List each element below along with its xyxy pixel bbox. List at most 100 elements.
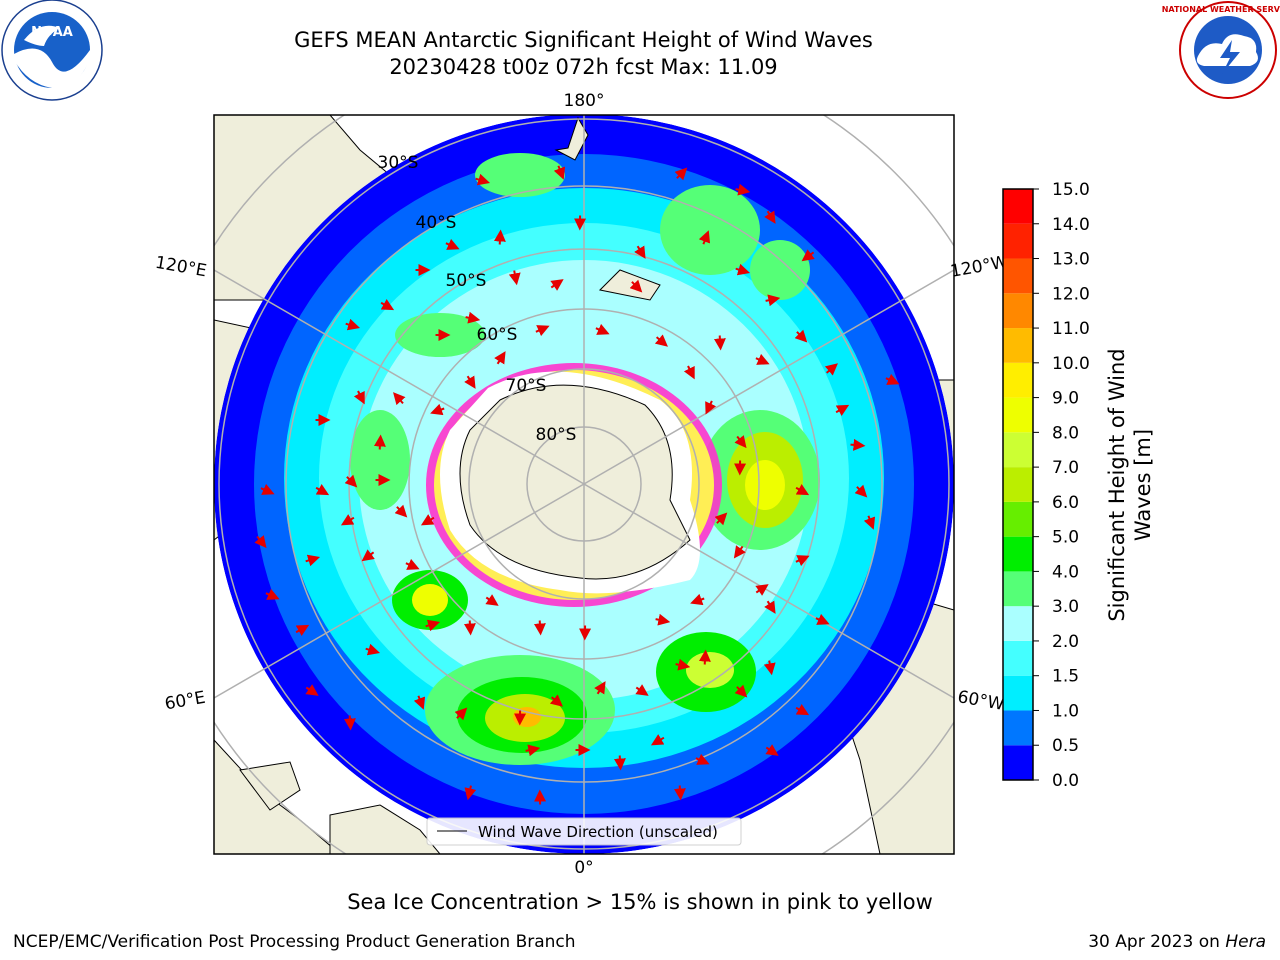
wind-wave-arrow	[454, 707, 468, 721]
colorbar: 0.0 0.5 1.0 1.5 2.0 3.0 4.0 5.0 6.0 7.0 8.0 9.0 10.0…	[1002, 180, 1090, 791]
colorbar-tick-label: 10.0	[1052, 354, 1090, 374]
wind-wave-arrow	[675, 658, 691, 671]
wind-wave-arrow	[485, 594, 499, 606]
wind-wave-arrow	[733, 545, 746, 559]
wind-wave-arrow	[535, 325, 550, 337]
noaa-logo: NOAA	[1, 0, 103, 101]
colorbar-tick-label: 3.0	[1052, 597, 1079, 617]
wind-wave-arrow	[380, 299, 395, 311]
wind-wave-arrow	[494, 351, 506, 365]
wind-wave-arrow	[594, 681, 606, 695]
colorbar-band	[1003, 328, 1033, 363]
wind-wave-arrow	[835, 404, 850, 416]
wind-wave-arrow	[654, 334, 668, 347]
wind-wave-arrow	[695, 753, 710, 765]
wind-wave-arrow	[340, 514, 355, 526]
colorbar-band	[1003, 640, 1033, 676]
wind-wave-arrow	[493, 229, 506, 245]
wind-wave-arrow	[850, 438, 866, 451]
nws-logo: NATIONAL WEATHER SERVICE	[1162, 1, 1280, 99]
wind-wave-arrow	[295, 624, 310, 636]
wind-wave-arrow	[764, 600, 776, 614]
wind-wave-arrow	[420, 514, 435, 526]
legend-label: Wind Wave Direction (unscaled)	[478, 823, 718, 841]
wind-wave-arrow	[265, 588, 280, 600]
wind-wave-arrow	[794, 329, 808, 343]
wind-wave-arrow	[683, 365, 695, 380]
wind-wave-arrow	[635, 684, 649, 696]
wind-wave-arrow	[525, 744, 541, 757]
colorbar-tick-label: 11.0	[1052, 319, 1090, 339]
sea-ice-note: Sea Ice Concentration > 15% is shown in …	[347, 890, 933, 914]
wind-wave-arrow	[801, 249, 815, 262]
wind-wave-arrows	[254, 165, 900, 805]
wind-wave-arrow	[735, 183, 751, 196]
colorbar-tick-label: 0.5	[1052, 736, 1079, 756]
lon-label-120w: 120°W	[949, 252, 1010, 282]
wind-wave-arrow	[533, 620, 546, 636]
wind-wave-arrow	[735, 263, 751, 276]
colorbar-band	[1003, 675, 1033, 711]
wind-wave-arrow	[854, 484, 868, 498]
wind-wave-arrow	[361, 549, 375, 562]
wind-wave-arrow	[764, 210, 776, 224]
wind-wave-arrow	[765, 744, 779, 756]
colorbar-band	[1003, 501, 1033, 537]
lat-label-60s: 60°S	[477, 325, 518, 345]
wind-wave-arrow	[445, 238, 460, 250]
colorbar-band	[1003, 467, 1033, 502]
wind-wave-arrow	[673, 785, 686, 801]
wind-wave-arrow	[763, 660, 776, 676]
colorbar-band	[1003, 362, 1033, 398]
wind-wave-arrow	[705, 400, 717, 415]
title-line-2: 20230428 t00z 072h fcst Max: 11.09	[389, 55, 778, 79]
wind-wave-arrow	[655, 613, 671, 626]
wind-wave-arrow	[393, 392, 406, 406]
wind-wave-arrow	[755, 584, 769, 596]
colorbar-band	[1003, 536, 1033, 572]
lat-label-50s: 50°S	[446, 271, 487, 291]
wind-wave-arrow	[394, 504, 408, 518]
wind-wave-arrow	[634, 245, 646, 259]
wind-wave-arrow	[824, 363, 838, 376]
colorbar-band	[1003, 293, 1033, 329]
wind-wave-arrow	[714, 512, 728, 526]
colorbar-band	[1003, 258, 1033, 294]
colorbar-band	[1003, 606, 1033, 641]
wind-wave-arrow	[353, 390, 365, 405]
wind-wave-arrow	[465, 311, 481, 324]
wind-wave-arrow	[464, 375, 476, 389]
wind-wave-arrow	[254, 535, 267, 549]
colorbar-tick-label: 8.0	[1052, 423, 1079, 443]
colorbar-label-line2: Waves [m]	[1131, 429, 1155, 541]
colorbar-tick-label: 12.0	[1052, 284, 1090, 304]
wind-wave-arrow	[650, 734, 665, 746]
lat-label-80s: 80°S	[536, 425, 577, 445]
wind-wave-arrow	[698, 230, 711, 245]
lat-label-70s: 70°S	[506, 376, 547, 396]
wind-wave-arrow	[260, 483, 275, 495]
wind-wave-arrow	[553, 165, 566, 180]
colorbar-band	[1003, 397, 1033, 433]
map-legend: Wind Wave Direction (unscaled)	[426, 817, 742, 846]
wind-wave-arrow	[613, 755, 626, 771]
wind-wave-arrow	[795, 484, 810, 496]
wind-wave-arrow	[430, 403, 445, 416]
wind-wave-arrow	[765, 294, 781, 307]
wind-wave-arrow	[734, 684, 748, 698]
lon-label-60e: 60°E	[163, 688, 207, 715]
wind-wave-arrow	[815, 613, 830, 625]
colorbar-tick-label: 15.0	[1052, 180, 1090, 200]
lon-label-180: 180°	[564, 91, 605, 111]
wind-wave-arrow	[475, 173, 491, 186]
wind-wave-arrow	[863, 515, 876, 530]
colorbar-tick-label: 7.0	[1052, 458, 1079, 478]
wind-wave-arrow	[344, 474, 358, 488]
wind-wave-arrow	[343, 715, 356, 731]
wind-wave-arrow	[698, 649, 711, 665]
wind-wave-arrow	[549, 694, 563, 707]
wind-wave-arrow	[795, 555, 810, 567]
colorbar-tick-label: 1.5	[1052, 667, 1079, 687]
wind-wave-arrow	[305, 684, 319, 696]
